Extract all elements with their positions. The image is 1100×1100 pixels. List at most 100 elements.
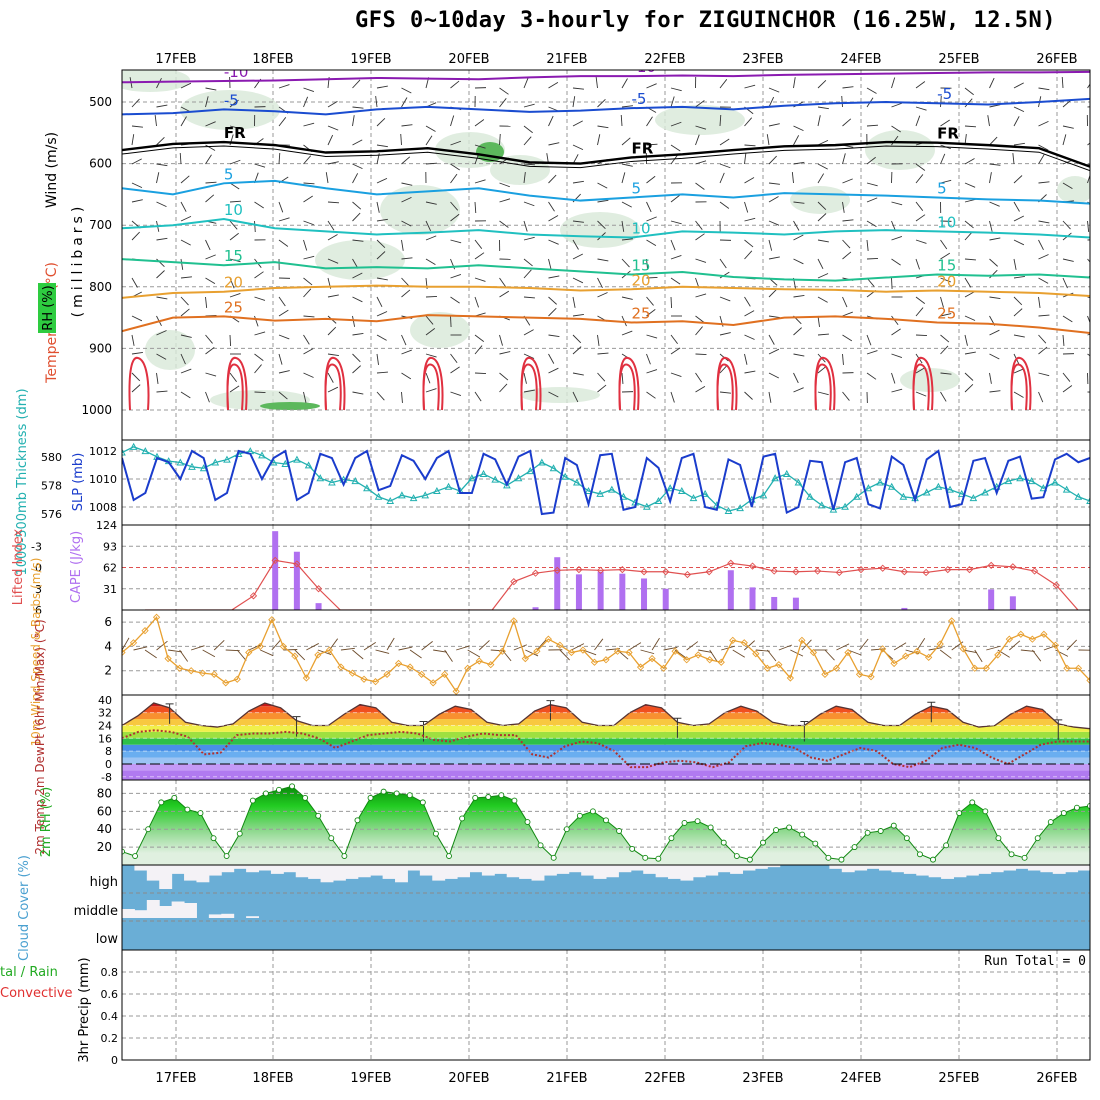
thickness-marker bbox=[188, 462, 196, 470]
wind-barb bbox=[205, 347, 215, 355]
cape-bar bbox=[554, 557, 561, 610]
wind-barb bbox=[891, 77, 896, 89]
wind-barb bbox=[891, 277, 893, 290]
wind-barb bbox=[450, 140, 461, 146]
wind-barb bbox=[989, 172, 992, 184]
wind-barb bbox=[1013, 276, 1025, 279]
wind-barb bbox=[499, 290, 510, 298]
wind-barb bbox=[964, 315, 976, 321]
surface-temp-contour bbox=[324, 356, 346, 411]
wind-barb bbox=[940, 345, 949, 355]
wind-barb bbox=[842, 86, 854, 89]
high-cloud-gap bbox=[543, 865, 557, 876]
temp-minmax-bar bbox=[165, 703, 174, 724]
high-cloud-gap bbox=[457, 865, 470, 878]
wind-barb bbox=[891, 125, 901, 133]
thickness-marker bbox=[782, 469, 791, 477]
high-cloud-gap bbox=[407, 865, 421, 871]
thickness-marker bbox=[409, 494, 418, 502]
wind-barb bbox=[597, 334, 600, 346]
thickness-marker bbox=[852, 492, 861, 500]
wind-speed-marker bbox=[717, 658, 725, 666]
rh-legend-swatch bbox=[38, 283, 56, 333]
thickness-marker bbox=[386, 496, 395, 505]
wind-barb-10m bbox=[1089, 650, 1090, 651]
wind-speed-marker bbox=[901, 652, 910, 660]
isotherm-label: FR bbox=[937, 125, 959, 143]
thickness-marker bbox=[1074, 492, 1083, 500]
rh-marker bbox=[812, 840, 819, 847]
wind-barb bbox=[401, 87, 412, 94]
wind-barb bbox=[278, 84, 290, 89]
high-cloud-gap bbox=[953, 865, 967, 878]
wind-barb bbox=[229, 372, 237, 383]
wind-speed-marker bbox=[314, 651, 322, 659]
wind-barb bbox=[695, 125, 707, 130]
wind-barb bbox=[940, 372, 952, 375]
thickness-marker bbox=[817, 501, 826, 509]
wind-barb bbox=[695, 258, 707, 263]
wind-barb bbox=[891, 135, 899, 146]
wind-barb bbox=[1062, 277, 1068, 289]
wind-barb-10m bbox=[571, 643, 585, 651]
date-label-top: 25FEB bbox=[938, 52, 979, 67]
wind-barb bbox=[278, 370, 290, 374]
thickness-marker bbox=[491, 475, 500, 483]
thickness-marker bbox=[1004, 477, 1013, 485]
cape-bar bbox=[749, 587, 756, 610]
rh-marker bbox=[799, 831, 806, 838]
high-cloud-gap bbox=[1003, 865, 1017, 871]
wind-barb-10m bbox=[686, 641, 699, 651]
rh-marker bbox=[773, 827, 780, 834]
wind-barb bbox=[915, 334, 928, 337]
wind-speed-marker bbox=[187, 667, 195, 675]
wind-barb bbox=[1038, 220, 1050, 224]
wind-barb-10m bbox=[456, 645, 470, 651]
wind-barb bbox=[768, 348, 780, 355]
high-cloud-gap bbox=[978, 865, 992, 874]
wind-barb-10m bbox=[386, 637, 395, 651]
wind-barb bbox=[548, 201, 555, 212]
rh-marker bbox=[393, 790, 400, 797]
wind-barb bbox=[156, 172, 160, 184]
cape-bar bbox=[727, 570, 734, 610]
wind-barb bbox=[1038, 120, 1049, 127]
wind-speed-marker bbox=[890, 659, 898, 668]
wind-barb bbox=[499, 133, 501, 146]
thickness-marker bbox=[946, 485, 954, 493]
date-label-bottom: 24FEB bbox=[840, 1071, 881, 1086]
wind-barb bbox=[768, 239, 773, 251]
wind-speed-marker bbox=[683, 656, 691, 664]
wind-barb bbox=[1038, 277, 1049, 284]
rh-area bbox=[122, 786, 1090, 865]
rh-marker bbox=[302, 794, 309, 801]
wind-speed-marker bbox=[625, 648, 633, 657]
wind-barb bbox=[352, 163, 363, 170]
axis-unit-millibars: (millibars) bbox=[70, 203, 86, 318]
wind-barb bbox=[744, 391, 753, 400]
pressure-tick-label: 500 bbox=[89, 95, 112, 109]
wind-speed-marker bbox=[1063, 664, 1071, 672]
slp-tick-label: 1008 bbox=[89, 501, 117, 514]
wind-barb bbox=[327, 201, 340, 204]
high-cloud-gap bbox=[928, 865, 942, 878]
isotherm-line bbox=[122, 97, 1090, 116]
wind-barb bbox=[989, 296, 1001, 299]
wind-barb bbox=[376, 144, 388, 148]
rh-marker bbox=[1047, 819, 1054, 826]
wind-barb bbox=[891, 388, 903, 393]
li-tick-label: -3 bbox=[31, 540, 42, 553]
wind-barb bbox=[866, 197, 878, 203]
wind-barb bbox=[156, 390, 168, 393]
wind-barb bbox=[474, 252, 485, 260]
wind-barb bbox=[744, 217, 756, 222]
wind-barb bbox=[1013, 334, 1025, 338]
isotherm-line bbox=[122, 284, 1090, 299]
rh-shading bbox=[315, 240, 405, 280]
thickness-marker bbox=[724, 506, 733, 515]
surface-temp-contour bbox=[1010, 356, 1032, 411]
high-cloud-gap bbox=[432, 865, 446, 881]
wind-barb bbox=[278, 117, 287, 127]
high-cloud-gap bbox=[494, 865, 508, 874]
isotherm-label: FR bbox=[631, 139, 653, 157]
